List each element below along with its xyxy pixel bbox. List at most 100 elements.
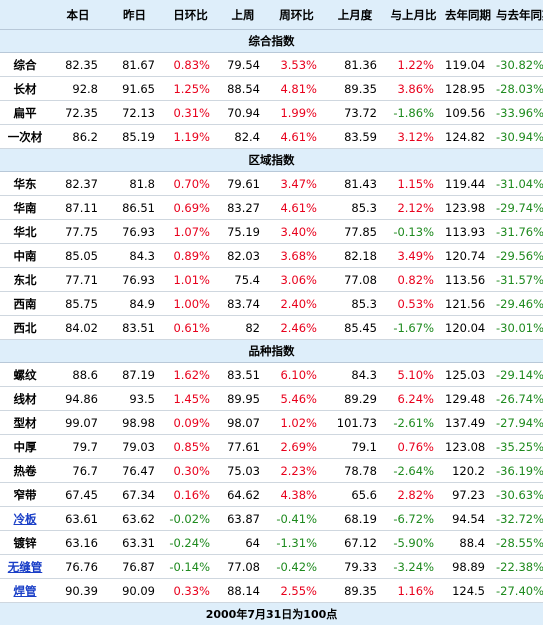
table-cell: 0.30%	[163, 459, 218, 483]
table-cell: 63.87	[218, 507, 268, 531]
row-label: 中厚	[0, 435, 50, 459]
table-cell: 0.70%	[163, 172, 218, 196]
row-label: 中南	[0, 244, 50, 268]
table-cell: 1.25%	[163, 77, 218, 101]
table-cell: 63.31	[106, 531, 163, 555]
product-link[interactable]: 焊管	[0, 579, 50, 603]
table-cell: 82	[218, 316, 268, 340]
row-label: 热卷	[0, 459, 50, 483]
table-cell: 85.05	[50, 244, 106, 268]
table-cell: -0.42%	[268, 555, 325, 579]
table-cell: -6.72%	[385, 507, 442, 531]
table-cell: -2.64%	[385, 459, 442, 483]
table-cell: -29.74%	[493, 196, 543, 220]
table-cell: -31.57%	[493, 268, 543, 292]
header-cell: 昨日	[106, 0, 163, 30]
table-cell: 109.56	[442, 101, 493, 125]
table-cell: 1.99%	[268, 101, 325, 125]
header-cell: 与上月比	[385, 0, 442, 30]
table-cell: 129.48	[442, 387, 493, 411]
table-cell: 84.02	[50, 316, 106, 340]
table-cell: 82.37	[50, 172, 106, 196]
table-cell: 85.3	[325, 196, 385, 220]
table-cell: 79.1	[325, 435, 385, 459]
table-cell: 88.6	[50, 363, 106, 387]
table-cell: -2.61%	[385, 411, 442, 435]
table-cell: -27.94%	[493, 411, 543, 435]
section-header-row: 综合指数	[0, 30, 543, 53]
table-cell: -30.01%	[493, 316, 543, 340]
row-label: 窄带	[0, 483, 50, 507]
table-cell: 0.31%	[163, 101, 218, 125]
table-cell: 75.03	[218, 459, 268, 483]
table-cell: 77.08	[218, 555, 268, 579]
footer-row: 2000年7月31日为100点	[0, 603, 543, 625]
table-cell: -5.90%	[385, 531, 442, 555]
header-cell: 与去年同期	[493, 0, 543, 30]
row-label: 华东	[0, 172, 50, 196]
table-cell: 86.2	[50, 125, 106, 149]
table-cell: 90.09	[106, 579, 163, 603]
product-link[interactable]: 无缝管	[0, 555, 50, 579]
table-cell: 120.04	[442, 316, 493, 340]
table-cell: 77.08	[325, 268, 385, 292]
table-cell: 124.5	[442, 579, 493, 603]
table-cell: 81.8	[106, 172, 163, 196]
header-cell: 本日	[50, 0, 106, 30]
table-cell: 89.95	[218, 387, 268, 411]
product-link[interactable]: 冷板	[0, 507, 50, 531]
table-cell: 0.83%	[163, 53, 218, 77]
section-header-row: 区域指数	[0, 149, 543, 172]
table-cell: 119.44	[442, 172, 493, 196]
table-cell: 82.18	[325, 244, 385, 268]
table-cell: 82.35	[50, 53, 106, 77]
table-cell: 83.74	[218, 292, 268, 316]
table-cell: 120.2	[442, 459, 493, 483]
table-cell: 1.00%	[163, 292, 218, 316]
table-cell: 64	[218, 531, 268, 555]
table-cell: 67.34	[106, 483, 163, 507]
table-cell: 81.36	[325, 53, 385, 77]
header-cell: 去年同期	[442, 0, 493, 30]
table-cell: 93.5	[106, 387, 163, 411]
table-cell: 1.02%	[268, 411, 325, 435]
table-cell: 88.14	[218, 579, 268, 603]
table-cell: 82.4	[218, 125, 268, 149]
table-cell: 92.8	[50, 77, 106, 101]
table-cell: 79.03	[106, 435, 163, 459]
table-cell: 3.68%	[268, 244, 325, 268]
table-cell: -29.56%	[493, 244, 543, 268]
table-cell: 83.59	[325, 125, 385, 149]
table-cell: 3.12%	[385, 125, 442, 149]
table-cell: 99.07	[50, 411, 106, 435]
table-cell: 0.85%	[163, 435, 218, 459]
table-cell: 87.11	[50, 196, 106, 220]
table-cell: -0.14%	[163, 555, 218, 579]
table-cell: 79.61	[218, 172, 268, 196]
table-cell: -0.02%	[163, 507, 218, 531]
table-cell: -27.40%	[493, 579, 543, 603]
table-cell: 3.49%	[385, 244, 442, 268]
table-cell: 2.82%	[385, 483, 442, 507]
table-cell: -22.38%	[493, 555, 543, 579]
table-cell: 98.98	[106, 411, 163, 435]
table-cell: 79.54	[218, 53, 268, 77]
table-cell: 0.76%	[385, 435, 442, 459]
section-title: 综合指数	[0, 30, 543, 53]
table-cell: -31.04%	[493, 172, 543, 196]
